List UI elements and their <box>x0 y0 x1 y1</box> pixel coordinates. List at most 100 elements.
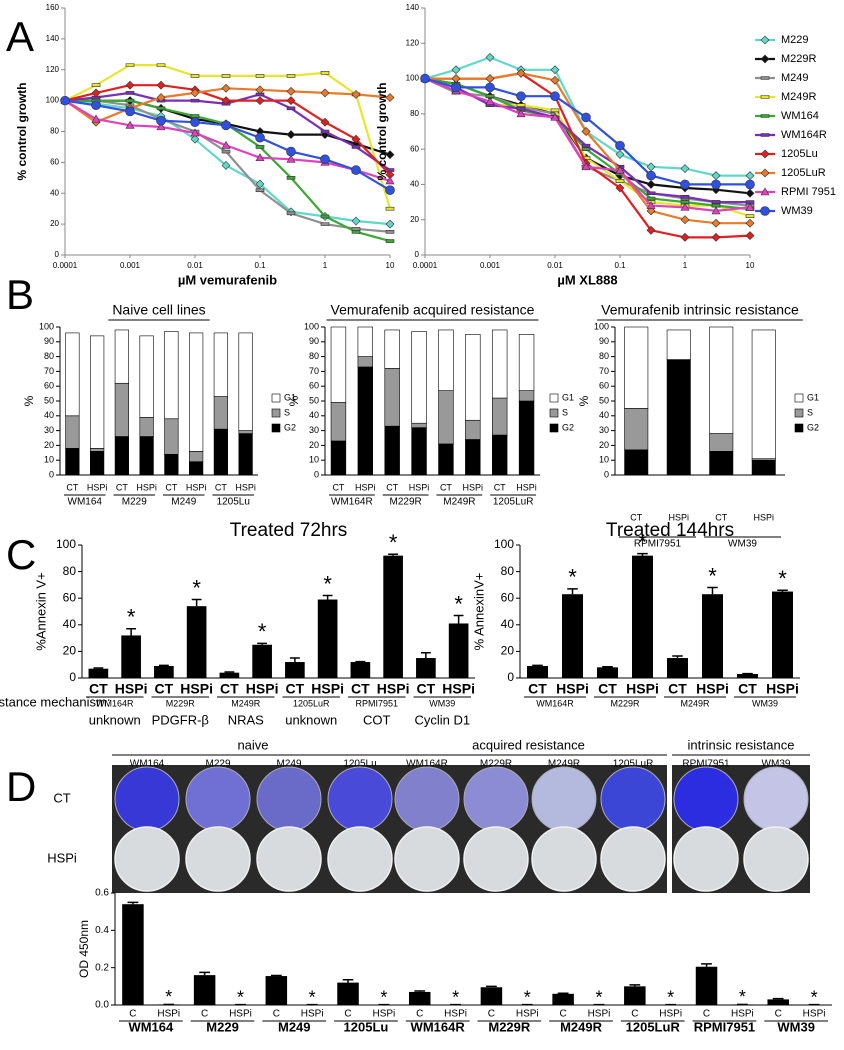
y-tick-label: 0 <box>604 469 609 479</box>
data-point <box>91 88 101 98</box>
legend-label: S <box>562 407 568 417</box>
bar <box>597 667 618 678</box>
data-point <box>221 120 231 131</box>
y-tick-label: 0 <box>55 250 60 259</box>
data-point <box>451 82 461 93</box>
error-bar <box>777 589 788 592</box>
error-bar <box>672 655 683 659</box>
x-tick-label: 0.1 <box>614 261 626 270</box>
bar-segment <box>213 428 228 476</box>
x-tick-label: C <box>129 1009 136 1020</box>
chart-title: Treated 72hrs <box>230 520 348 541</box>
group-label: M249R <box>443 497 475 508</box>
group-label: RPMI7951 <box>694 1019 755 1034</box>
bar <box>154 666 174 678</box>
data-point <box>745 202 755 211</box>
data-point <box>615 183 625 193</box>
data-point <box>320 129 330 134</box>
bar-segment <box>518 400 535 476</box>
y-tick-label: 100 <box>594 321 609 331</box>
error-bar <box>772 997 784 1000</box>
data-point <box>550 108 560 113</box>
error-bar <box>270 974 282 977</box>
error-bar <box>637 552 648 556</box>
data-point <box>581 162 591 171</box>
x-tick-label: HSPi <box>463 482 484 492</box>
data-point <box>221 83 231 93</box>
y-tick-label: 160 <box>46 3 60 12</box>
x-tick-label: HSPi <box>588 1009 611 1020</box>
bar-segment <box>411 427 427 476</box>
data-point <box>581 127 591 136</box>
y-tick-label: 100 <box>56 537 76 551</box>
x-tick-label: CT <box>89 681 108 697</box>
data-point <box>286 176 296 180</box>
bar-segment <box>518 334 535 391</box>
data-point <box>615 150 625 159</box>
y-tick-label: 40 <box>63 617 77 631</box>
x-tick-label: C <box>631 1009 638 1020</box>
data-point <box>286 106 296 111</box>
legend-label: WM164 <box>781 110 819 122</box>
group-note: COT <box>363 712 391 727</box>
chart-title: Treated 144hrs <box>606 520 734 541</box>
data-point <box>320 88 330 98</box>
error-bar <box>199 971 211 976</box>
y-axis-label: % AnnexinV+ <box>471 573 486 651</box>
plate-hspi <box>600 826 666 892</box>
data-point <box>646 191 656 196</box>
group-label: WM39 <box>752 698 778 708</box>
data-point <box>91 100 101 111</box>
error-bar <box>557 992 569 994</box>
y-axis-label: % <box>577 395 591 406</box>
data-point <box>190 88 200 98</box>
y-tick-label: 60 <box>599 381 609 391</box>
significance-mark: * <box>165 987 172 1007</box>
bar <box>265 976 288 1005</box>
significance-mark: * <box>452 987 459 1007</box>
significance-mark: * <box>667 987 674 1007</box>
plate-ct <box>463 766 529 832</box>
error-bar <box>342 979 354 983</box>
significance-mark: * <box>811 987 818 1007</box>
panel-label: B <box>6 271 34 318</box>
y-tick-label: 70 <box>44 366 54 376</box>
bar-segment <box>411 422 427 428</box>
error-bar <box>126 628 137 636</box>
significance-mark: * <box>638 529 647 554</box>
data-point <box>516 91 526 102</box>
y-tick-label: 90 <box>599 336 609 346</box>
data-point <box>385 185 395 195</box>
chart-title: Vemurafenib acquired resistance <box>331 302 535 318</box>
bar-segment <box>709 433 734 452</box>
bar-segment <box>384 368 400 427</box>
data-point <box>125 120 135 129</box>
bar <box>737 674 758 678</box>
legend-label: M229R <box>781 53 817 65</box>
bar-segment <box>213 396 228 430</box>
plate-ct <box>256 766 322 832</box>
data-point <box>351 145 361 149</box>
x-tick-label: 10 <box>386 261 395 270</box>
x-tick-label: CT <box>738 681 757 697</box>
data-point <box>745 214 755 218</box>
y-tick-label: 80 <box>44 351 54 361</box>
plate-row-label: CT <box>53 790 70 805</box>
x-tick-label: HSPi <box>668 512 689 522</box>
plate-cell-label: M249 <box>276 759 301 770</box>
y-tick-label: 70 <box>599 366 609 376</box>
data-point <box>91 83 101 87</box>
bar-segment <box>438 329 454 391</box>
data-point <box>255 85 265 95</box>
x-tick-label: HSPi <box>87 482 108 492</box>
plate-hspi <box>327 826 393 892</box>
group-label: WM164 <box>128 1019 174 1034</box>
group-label: M229R <box>166 698 196 708</box>
x-tick-label: HSPi <box>803 1009 826 1020</box>
significance-mark: * <box>454 591 463 616</box>
data-point <box>156 106 166 111</box>
y-tick-label: 0 <box>314 469 319 479</box>
bar <box>767 999 789 1005</box>
bar-segment <box>189 451 204 462</box>
